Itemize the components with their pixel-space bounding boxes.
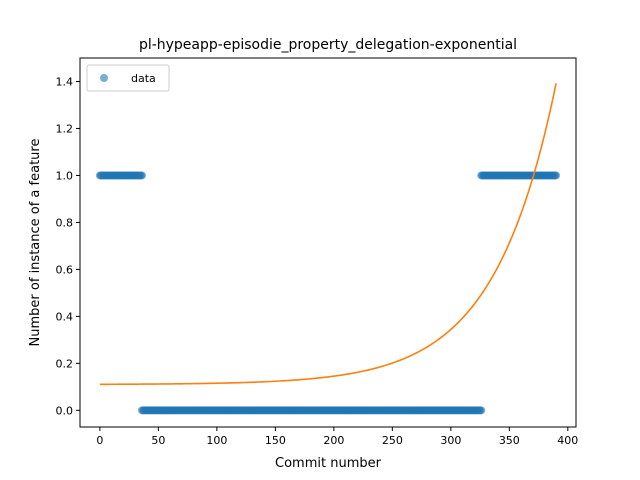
chart-title: pl-hypeapp-episodie_property_delegation-… [139, 37, 517, 53]
series-layer [95, 83, 561, 415]
x-axis-label: Commit number [275, 456, 382, 471]
fit-line [99, 83, 557, 386]
data-point [138, 171, 146, 180]
x-tick-label: 50 [151, 434, 165, 447]
x-tick-label: 200 [323, 434, 344, 447]
y-tick-label: 0.4 [56, 310, 74, 323]
plot-frame [79, 57, 577, 428]
y-tick-label: 1.2 [56, 122, 74, 135]
x-tick-label: 100 [206, 434, 227, 447]
x-tick-label: 250 [382, 434, 403, 447]
legend-box [86, 64, 170, 92]
data-point [477, 406, 486, 415]
x-tick-label: 300 [440, 434, 461, 447]
y-tick-label: 1.4 [56, 75, 74, 88]
x-tick-label: 350 [499, 434, 520, 447]
y-tick-label: 1.0 [56, 169, 74, 182]
legend-marker-data [100, 74, 108, 82]
x-tick-label: 0 [96, 434, 103, 447]
y-axis-label: Number of instance of a feature [28, 139, 43, 347]
y-tick-label: 0.2 [56, 357, 74, 370]
y-tick-label: 0.6 [56, 263, 74, 276]
data-point [552, 171, 561, 180]
axes-layer: 0 50 100 150 200 250 300 350 400 0.0 0.2 0.4 0.6 0.8 1… [56, 57, 578, 447]
x-tick-label: 400 [557, 434, 578, 447]
y-tick-label: 0.0 [56, 404, 74, 417]
y-tick-label: 0.8 [56, 216, 74, 229]
x-tick-label: 150 [265, 434, 286, 447]
legend: data [86, 64, 170, 92]
legend-label-data: data [131, 72, 156, 85]
